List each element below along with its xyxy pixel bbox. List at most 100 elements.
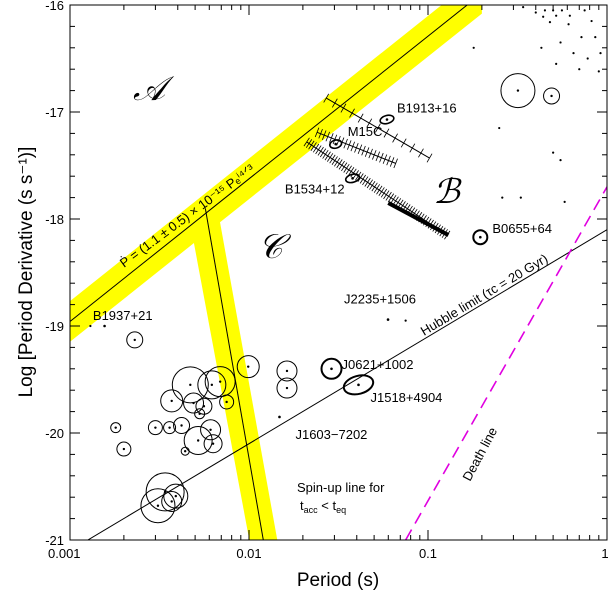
named-pulsar-marker: [344, 173, 361, 184]
b1534-track-tick: [362, 176, 369, 186]
pulsar-labels: B1913+16 M15C B1534+12 B0655+64 B1937+21 J223…: [93, 100, 552, 441]
m15c-track-tick: [393, 158, 398, 169]
m15c-track-tick: [354, 143, 359, 153]
pulsar-dot: [586, 57, 589, 60]
pulsar-label: B1913+16: [397, 100, 457, 115]
b1534-track-tick: [364, 177, 371, 187]
named-pulsar-marker: [472, 229, 489, 246]
m15c-track-tick: [347, 140, 352, 150]
pulsar-label: J1518+4904: [370, 390, 442, 405]
b1534-track-tick: [305, 139, 313, 148]
named-pulsar-marker: [379, 114, 395, 125]
pulsar-dot: [555, 14, 558, 17]
pulsar-circle: [147, 420, 163, 436]
named-pulsar-dot: [386, 318, 390, 321]
pulsar-dot: [560, 9, 564, 12]
pulsar-dot: [189, 383, 192, 387]
pulsar-label: B1937+21: [93, 308, 153, 323]
named-pulsar-marker: [329, 139, 343, 150]
named-pulsar-dot: [479, 235, 482, 239]
reference-lines: [70, 5, 607, 540]
b1534-track-tick: [322, 149, 329, 159]
b1534-track-tick: [343, 163, 350, 173]
pulsar-dot: [168, 426, 171, 429]
pulsar-circle: [171, 366, 209, 404]
x-tick-label: 0.01: [236, 546, 261, 561]
b1534-track-tick: [329, 154, 336, 164]
b1913-track-tick: [426, 153, 433, 163]
pulsar-dot: [542, 15, 545, 18]
pulsar-label: M15C: [348, 124, 383, 139]
pulsar-circle: [200, 419, 222, 441]
pulsar-circle: [160, 389, 184, 413]
b1534-track-tick: [341, 162, 348, 172]
m15c-track-tick: [368, 148, 373, 159]
b1534-track-tick: [383, 190, 390, 200]
b1534-track-tick: [312, 143, 320, 153]
spin-up-line-vertical: [204, 208, 264, 540]
b1534-track-tick: [387, 193, 395, 203]
pulsar-circle: [183, 425, 213, 455]
pulsar-dot: [404, 319, 407, 322]
b1913-track-tick: [400, 138, 407, 148]
b1534-track-tick: [371, 182, 378, 192]
pulsar-dot: [285, 386, 289, 390]
pulsar-dot: [180, 424, 183, 427]
x-tick-label: 0.1: [419, 546, 437, 561]
region-a-label: 𝒜: [133, 69, 175, 109]
hubble-limit-line: [86, 229, 607, 540]
pulsar-dot: [540, 46, 543, 49]
b1913-track-tick: [383, 128, 390, 138]
b1534-track-tick: [317, 146, 324, 156]
m15c-track-tick: [364, 147, 370, 157]
pulsar-dot: [192, 401, 195, 405]
pulsar-dot: [578, 68, 581, 71]
b1534-track-tick: [310, 142, 317, 152]
pulsar-circle: [145, 472, 185, 512]
region-b-label: ℬ: [433, 172, 462, 212]
b1534-track-tick: [357, 173, 364, 183]
b1534-track-tick: [319, 148, 327, 158]
pulsar-dot: [590, 19, 593, 23]
spin-up-band-vertical: [189, 218, 278, 540]
pulsar-dot: [563, 200, 566, 203]
b1534-track-tick: [380, 188, 388, 198]
pulsar-circle: [236, 355, 260, 379]
pulsar-dot: [583, 9, 586, 12]
spin-up-note: Spin-up line for tacc < teq: [297, 480, 388, 515]
b1534-track-tick: [373, 184, 381, 193]
pulsar-dot: [552, 151, 555, 154]
pulsar-circle: [543, 87, 561, 105]
b1534-track-tick: [308, 140, 315, 150]
pulsar-dot: [550, 94, 553, 98]
pulsar-dot: [552, 9, 555, 12]
spin-up-bands: [70, 5, 482, 540]
pulsar-dot: [559, 41, 562, 44]
pulsar-circle: [276, 360, 298, 382]
named-pulsar-marker: [320, 357, 343, 380]
pulsar-circle: [110, 422, 122, 434]
pulsar-dot: [202, 405, 206, 408]
x-tick-label: 1: [601, 546, 608, 561]
pulsar-circle: [195, 397, 213, 415]
pulsar-dot: [247, 365, 250, 368]
pulsar-dot: [89, 324, 92, 328]
pulsar-dot: [114, 426, 117, 429]
pulsar-dot: [567, 23, 570, 26]
pulsar-dot: [572, 52, 575, 55]
y-tick-label: -20: [45, 426, 64, 441]
b1534-track-tick: [376, 185, 383, 195]
pulsar-dot: [210, 383, 214, 387]
b1534-track-tick: [366, 179, 374, 189]
pulsar-dot: [543, 9, 547, 12]
named-pulsar-dot: [278, 415, 281, 419]
b1534-track-tick: [338, 160, 345, 170]
pulsar-dot: [170, 500, 173, 503]
pulsar-label: B1534+12: [285, 181, 345, 196]
pulsar-dot: [597, 70, 600, 73]
b1913-track-tick: [357, 113, 364, 123]
death-line: [404, 186, 607, 540]
m15c-track-tick: [350, 141, 356, 152]
b1534-track-tick: [378, 187, 385, 196]
pulsar-dot: [285, 369, 289, 373]
